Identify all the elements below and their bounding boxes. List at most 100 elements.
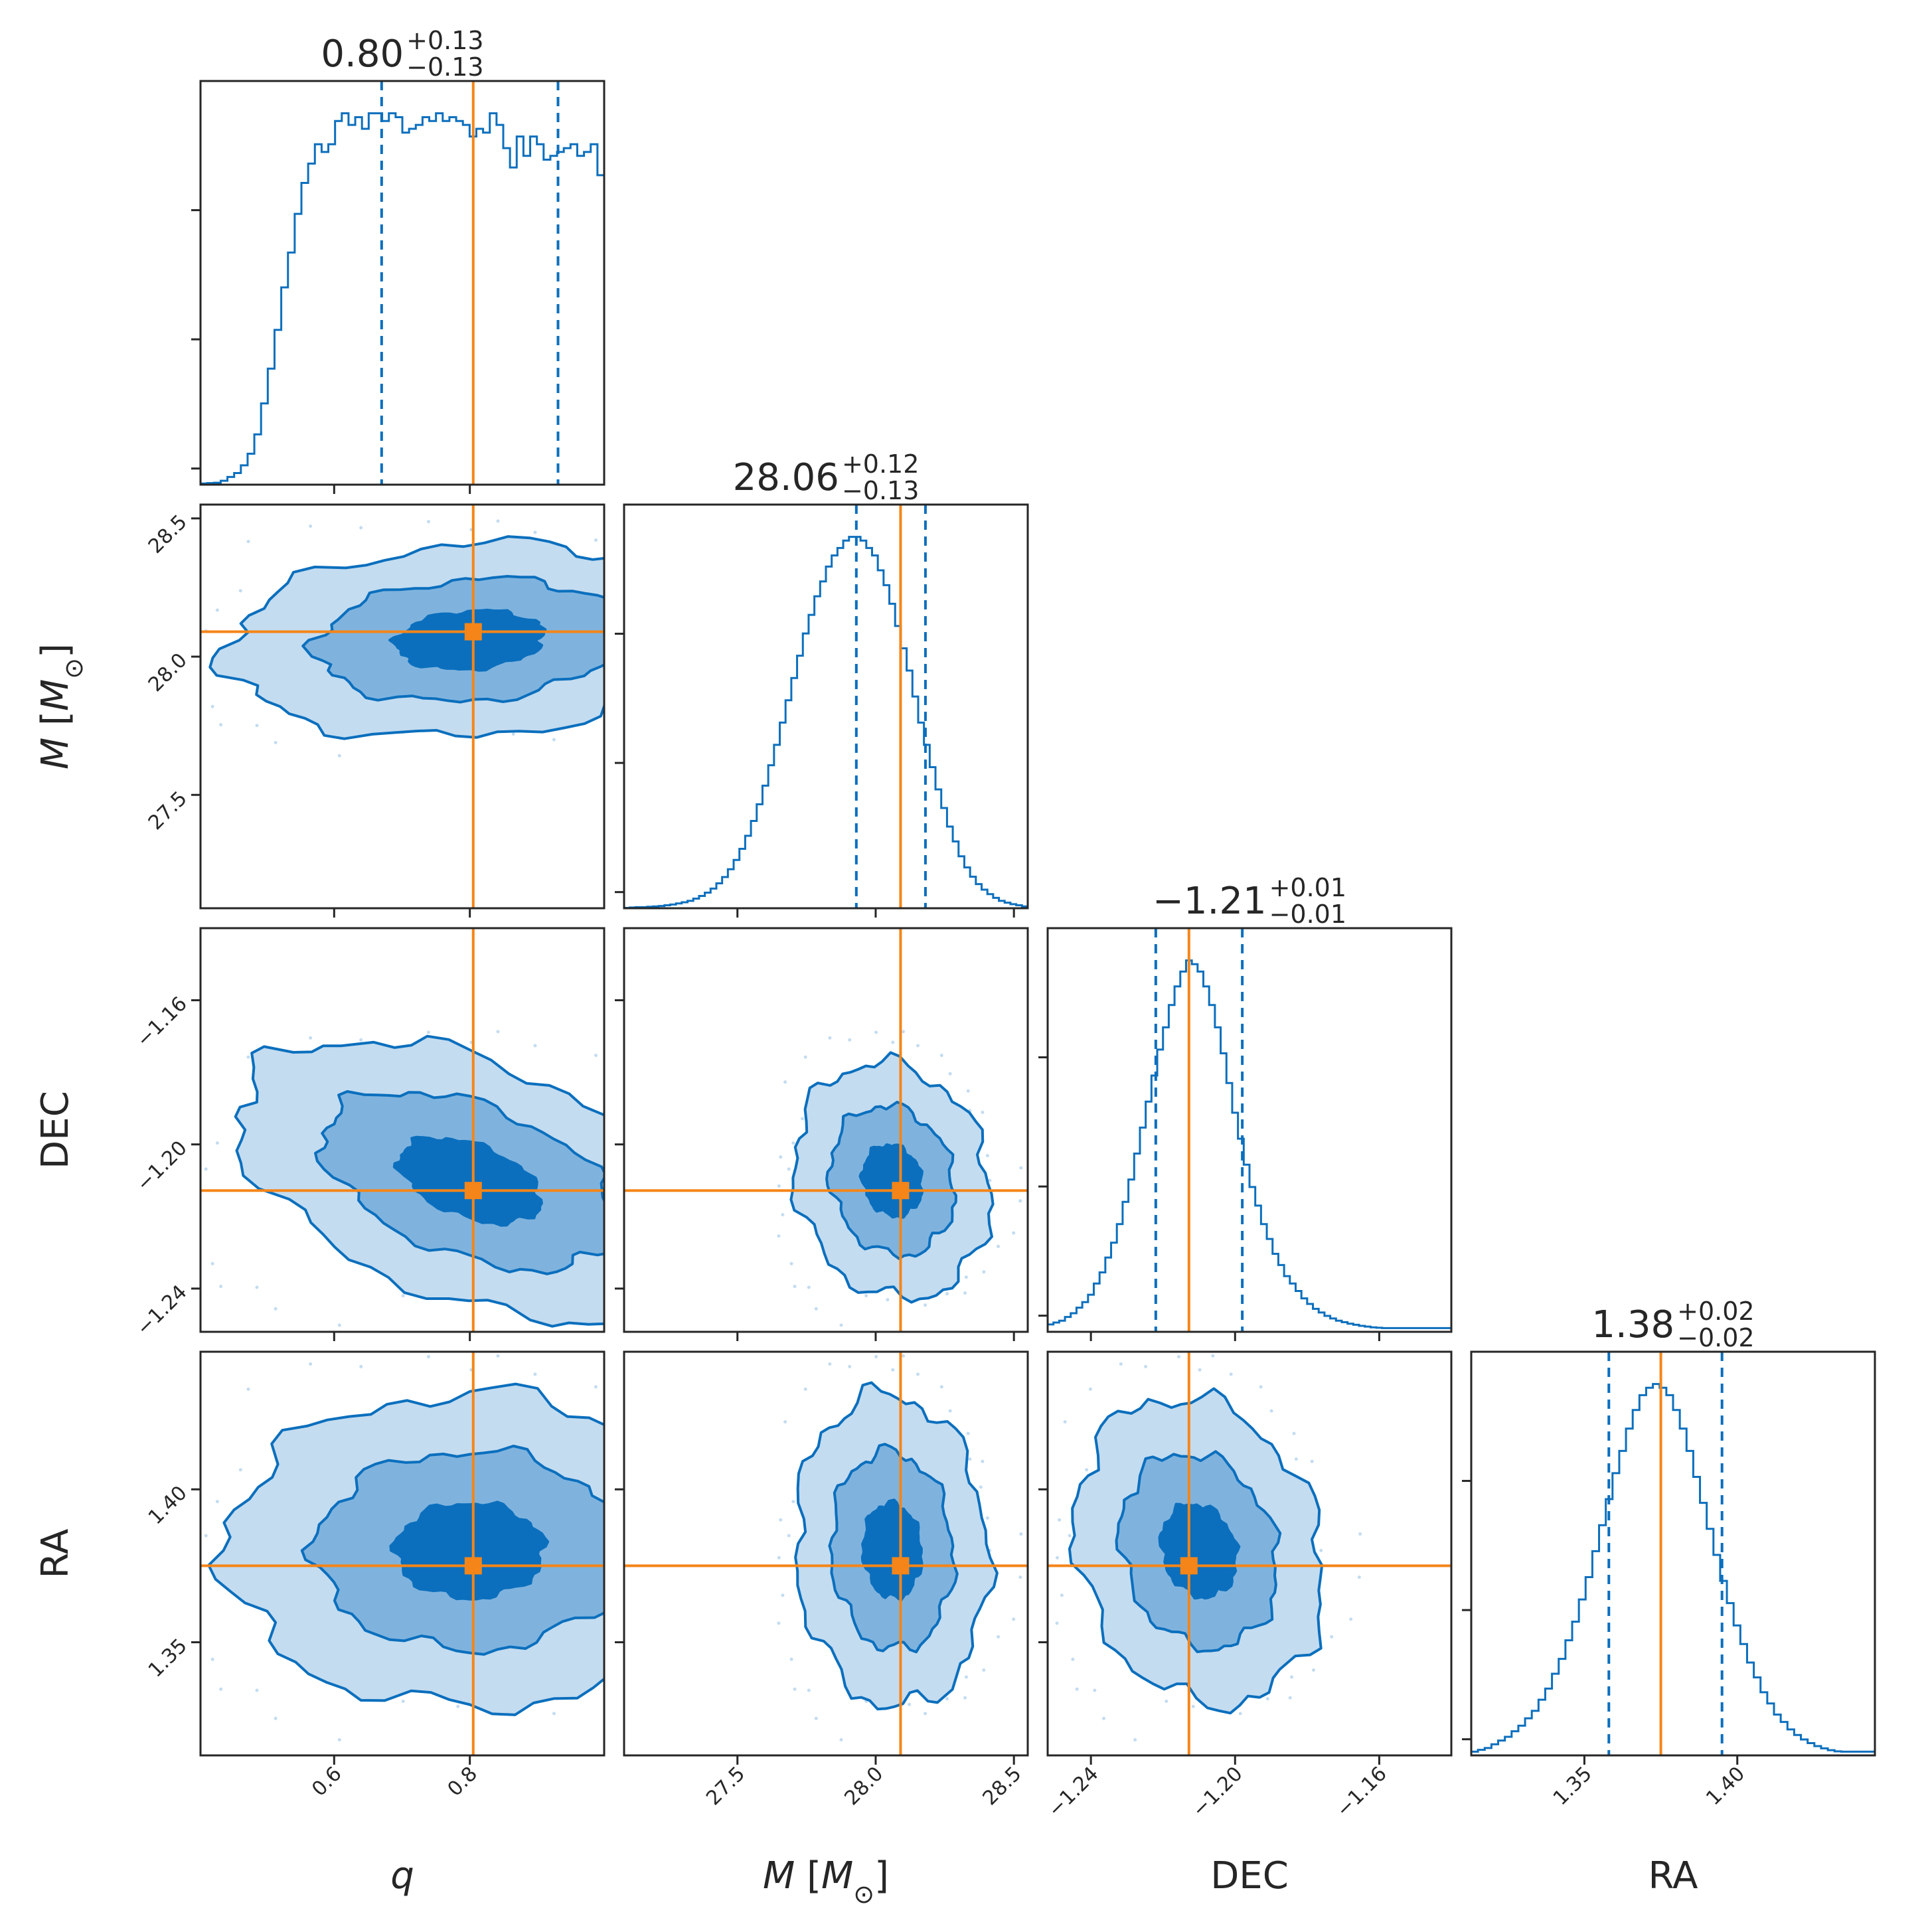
sample-point: [667, 1457, 670, 1461]
title-minus: −0.01: [1269, 900, 1346, 929]
diag-panel-RA: 1.38 +0.02−0.02: [1462, 1297, 1876, 1765]
axis-label-part: [: [34, 711, 77, 738]
sample-point: [183, 619, 187, 623]
sample-point: [189, 1213, 192, 1216]
sample-point: [916, 1044, 920, 1048]
sample-point: [654, 728, 657, 732]
title-minus: −0.13: [406, 52, 483, 82]
sample-point: [966, 1431, 970, 1435]
contour-inner: [858, 1143, 924, 1219]
sample-point: [215, 1141, 219, 1145]
sample-point: [777, 1184, 781, 1188]
panel-frame: [1046, 927, 1453, 1333]
sample-point: [988, 1178, 992, 1182]
sample-point: [698, 584, 702, 588]
sample-point: [594, 538, 598, 542]
sample-point: [864, 1294, 868, 1298]
sample-point: [1102, 1716, 1105, 1720]
sample-point: [963, 1696, 967, 1700]
panel-frame: [199, 927, 605, 1333]
x-tick-label-DEC: −1.24: [1044, 1762, 1103, 1822]
sample-point: [456, 1704, 460, 1708]
sample-point: [1056, 1556, 1059, 1560]
sample-point: [1294, 1457, 1298, 1461]
sample-point: [1330, 1635, 1334, 1639]
sample-point: [948, 1409, 952, 1413]
histogram-RA: [1471, 1383, 1875, 1753]
sample-point: [964, 1675, 968, 1679]
sample-point: [1019, 1166, 1023, 1170]
truth-marker: [892, 1557, 910, 1575]
sample-point: [945, 1697, 949, 1701]
sample-point: [552, 1712, 556, 1716]
contour-inner: [392, 1135, 543, 1227]
title-value: 0.80: [321, 33, 404, 76]
contour-group: [1048, 1352, 1451, 1755]
histogram-DEC: [1048, 959, 1451, 1329]
sample-point: [848, 1364, 852, 1368]
panel-frame: [1046, 1350, 1453, 1757]
panel-frame: [623, 927, 1029, 1333]
sample-point: [401, 1700, 405, 1703]
truth-marker: [1180, 1557, 1198, 1575]
x-axis-label-M: M [M⊙]: [763, 1854, 889, 1909]
sample-point: [997, 1244, 1000, 1248]
axis-label-part: [: [795, 1854, 821, 1897]
sample-point: [963, 1291, 967, 1295]
sample-point: [533, 1044, 537, 1048]
sample-point: [781, 1593, 785, 1597]
sample-point: [702, 1270, 705, 1273]
sample-point: [337, 1323, 341, 1327]
sample-point: [1019, 1532, 1023, 1536]
sample-point: [255, 724, 259, 728]
sample-point: [1018, 1575, 1022, 1579]
sample-point: [793, 1285, 797, 1289]
sample-point: [738, 691, 742, 694]
sample-point: [219, 1285, 223, 1289]
y-tick-label-DEC: −1.16: [132, 993, 192, 1052]
histogram-q: [201, 112, 604, 485]
sample-point: [828, 1362, 832, 1366]
x-tick-label-DEC: −1.16: [1332, 1762, 1392, 1822]
sample-point: [1119, 1362, 1123, 1366]
sample-point: [238, 589, 242, 593]
sample-point: [1259, 1385, 1263, 1389]
sample-point: [717, 1179, 720, 1182]
axis-label-part: ]: [874, 1854, 889, 1897]
sample-point: [215, 608, 219, 612]
sample-point: [662, 567, 665, 570]
panel-frame: [623, 503, 1029, 910]
sample-point: [309, 524, 313, 528]
sample-point: [828, 1036, 832, 1040]
truth-marker: [464, 1557, 482, 1575]
sample-point: [1238, 1712, 1242, 1716]
sample-point: [779, 1518, 783, 1522]
sample-point: [711, 1154, 714, 1157]
sample-point: [496, 1354, 500, 1358]
y-tick-label-DEC: −1.20: [132, 1137, 192, 1196]
sample-point: [210, 704, 214, 708]
sample-point: [179, 1184, 183, 1188]
sample-point: [426, 1355, 430, 1358]
title-minus: −0.02: [1677, 1323, 1754, 1352]
sample-point: [359, 1364, 363, 1368]
contour-inner: [389, 1500, 550, 1601]
sample-point: [359, 526, 363, 530]
panel-frame: [1470, 1350, 1876, 1757]
title-minus: −0.13: [842, 476, 919, 505]
sample-point: [981, 1459, 985, 1463]
sample-point: [255, 1285, 259, 1289]
sample-point: [694, 600, 697, 603]
sample-point: [359, 1038, 363, 1042]
x-tick-label-q: 0.8: [443, 1762, 482, 1801]
sample-point: [777, 1234, 781, 1238]
sample-point: [848, 1038, 852, 1042]
y-tick-label-M: 28.0: [144, 649, 192, 696]
scatter-panel-M-DEC: [615, 927, 1029, 1341]
sample-point: [1357, 1575, 1361, 1579]
sample-point: [982, 1668, 986, 1672]
sample-point: [902, 1030, 905, 1034]
sample-point: [778, 1232, 781, 1235]
sample-point: [985, 1154, 989, 1158]
